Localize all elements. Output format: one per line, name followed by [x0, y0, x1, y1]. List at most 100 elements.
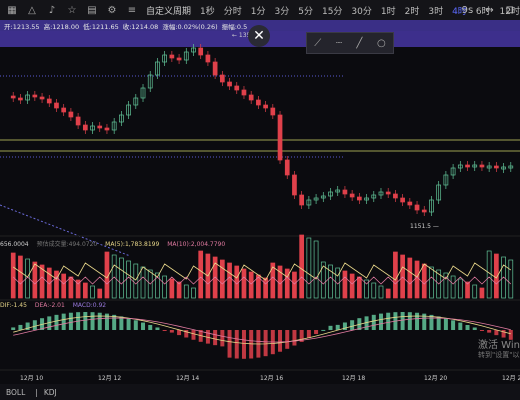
- tf-5m[interactable]: 5分: [298, 6, 313, 17]
- candle-body: [320, 195, 326, 199]
- indicator-tabs: BOLL | KDJ: [0, 384, 520, 400]
- volume-bar: [227, 262, 232, 299]
- interval-label[interactable]: 9s: [461, 4, 474, 16]
- menu-icon[interactable]: ≡: [127, 4, 137, 16]
- custom-period-button[interactable]: 自定义周期: [146, 6, 192, 17]
- windows-watermark: 激活 Win: [478, 340, 520, 351]
- tf-4h[interactable]: 4时: [452, 6, 467, 17]
- candle-body: [313, 197, 319, 201]
- macd-bar: [234, 330, 239, 359]
- tf-1s[interactable]: 1秒: [200, 6, 215, 17]
- candle-body: [494, 165, 499, 169]
- volume-bar: [75, 279, 81, 299]
- volume-bar: [82, 282, 88, 299]
- candle-body: [126, 104, 131, 116]
- volume-bar: [306, 237, 312, 299]
- candle-body: [68, 111, 74, 118]
- grid-icon[interactable]: ▤: [87, 4, 97, 16]
- candle-body: [205, 54, 211, 63]
- candle-body: [443, 174, 449, 186]
- candle-body: [486, 165, 492, 169]
- volume-ma10-line: [12, 276, 512, 285]
- macd-bar: [443, 318, 448, 330]
- triangle-icon[interactable]: △: [28, 4, 36, 16]
- fullscreen-icon[interactable]: ⊡: [505, 4, 514, 16]
- macd-bar: [278, 330, 283, 352]
- macd-bar: [299, 330, 304, 342]
- compare-icon[interactable]: ↔: [485, 4, 494, 16]
- candle-body: [147, 74, 153, 89]
- macd-bar: [155, 327, 160, 330]
- candle-body: [385, 191, 391, 195]
- drawing-toolbar: ⟋ ┈ ╱ ○: [306, 32, 394, 54]
- macd-bar: [458, 322, 463, 330]
- volume-bar: [39, 264, 45, 299]
- tf-2h[interactable]: 2时: [404, 6, 420, 17]
- macd-bar: [371, 314, 376, 330]
- volume-bar: [191, 287, 196, 299]
- tf-1m[interactable]: 1分: [250, 6, 266, 17]
- tf-12h[interactable]: 12时: [499, 6, 520, 17]
- macd-bar: [169, 330, 174, 333]
- macd-value: MACD:0.92: [72, 302, 107, 309]
- candle-body: [378, 191, 384, 196]
- volume-bar: [357, 276, 362, 299]
- close-icon[interactable]: ✕: [248, 25, 270, 47]
- candle-body: [119, 114, 124, 123]
- candle-body: [457, 164, 463, 169]
- volume-bar: [465, 281, 470, 299]
- gear-icon[interactable]: ⚙: [107, 4, 117, 16]
- macd-bar: [487, 330, 492, 333]
- tf-6h[interactable]: 6时: [475, 6, 491, 17]
- volume-bar: [97, 288, 103, 299]
- tf-30m[interactable]: 30分: [351, 6, 372, 17]
- volume-bar: [421, 263, 427, 299]
- tf-fenshi[interactable]: 分时: [223, 6, 242, 17]
- macd-bar: [479, 330, 484, 331]
- circle-icon[interactable]: ○: [376, 37, 386, 49]
- candle-body: [501, 166, 506, 170]
- x-label: 12月 20: [424, 375, 448, 382]
- macd-dea-line: [13, 317, 511, 343]
- candle-body: [349, 193, 355, 198]
- line-icon[interactable]: ╱: [356, 37, 363, 49]
- tf-3h[interactable]: 3时: [428, 6, 444, 17]
- tf-3m[interactable]: 3分: [274, 6, 290, 17]
- macd-bar: [451, 320, 456, 330]
- macd-bar: [378, 313, 383, 330]
- macd-bar: [162, 330, 167, 331]
- candle-body: [248, 94, 254, 101]
- macd-bar: [429, 314, 434, 330]
- trendline-icon[interactable]: ⟋: [314, 37, 322, 49]
- dea-value: DEA:-2.01: [34, 302, 65, 309]
- candle-body: [393, 193, 398, 199]
- tf-15m[interactable]: 15分: [321, 6, 343, 17]
- candle-body: [299, 194, 305, 206]
- volume-bar: [443, 272, 449, 299]
- volume-bar: [393, 251, 398, 299]
- tab-boll[interactable]: BOLL: [6, 387, 26, 397]
- candle-body: [46, 98, 52, 104]
- tab-kdj[interactable]: KDJ: [43, 387, 57, 397]
- macd-bar: [350, 320, 355, 330]
- macd-bar: [342, 322, 347, 330]
- candle-body: [472, 164, 478, 168]
- tf-1h[interactable]: 1时: [380, 6, 396, 17]
- bell-icon[interactable]: ♪: [48, 4, 56, 16]
- volume-bar: [436, 269, 442, 299]
- star-icon[interactable]: ☆: [67, 4, 77, 16]
- calendar-icon[interactable]: ▦: [7, 4, 17, 16]
- candle-body: [191, 47, 196, 53]
- volume-bar: [494, 253, 499, 299]
- volume-bar: [234, 265, 240, 299]
- candle-body: [82, 124, 88, 131]
- volume-bar: [169, 278, 175, 299]
- ma10-value: MA(10):2,004.7790: [167, 241, 226, 248]
- volume-bar: [414, 260, 420, 299]
- macd-bar: [104, 313, 109, 330]
- macd-bar: [184, 330, 189, 338]
- macd-bar: [126, 318, 131, 330]
- ray-icon[interactable]: ┈: [335, 37, 342, 49]
- volume-bar: [320, 261, 326, 299]
